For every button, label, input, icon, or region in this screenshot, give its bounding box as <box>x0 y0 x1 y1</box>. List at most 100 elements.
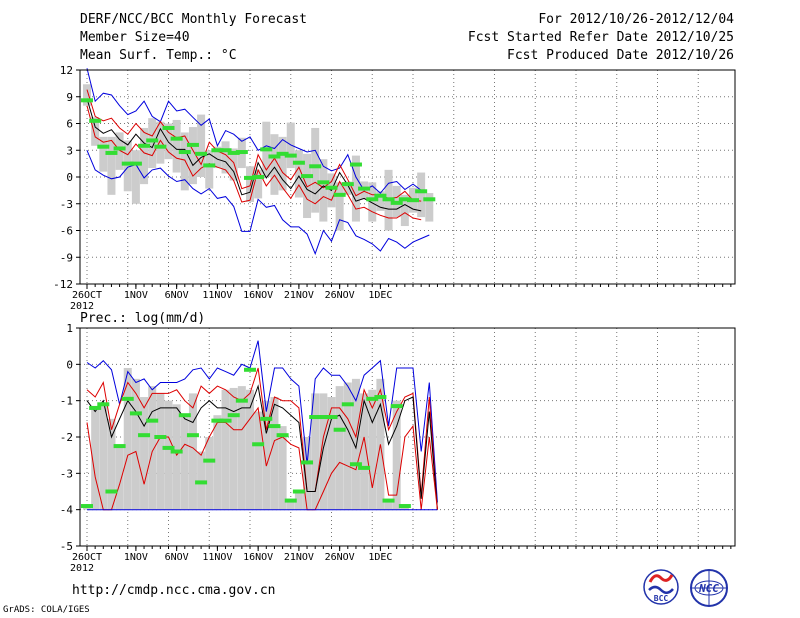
bcc-logo: BCC <box>643 569 679 605</box>
x-tick-label: 1DEC <box>368 290 392 301</box>
chart-title: DERF/NCC/BCC Monthly Forecast <box>80 12 307 27</box>
box-bar <box>107 136 116 195</box>
series-line-upper <box>86 89 422 202</box>
x-tick-label: 1NOV <box>124 552 148 563</box>
box-bar <box>213 146 222 169</box>
median-marker <box>244 175 256 180</box>
y-tick-label: -12 <box>53 278 73 291</box>
box-bar <box>180 415 189 510</box>
median-marker <box>260 416 273 421</box>
y-tick-label: -5 <box>60 540 73 553</box>
box-bar <box>156 121 165 164</box>
x-tick-label: 21NOV <box>284 552 314 563</box>
series-line-mean <box>86 384 438 510</box>
median-marker <box>211 418 224 423</box>
x-tick-label: 1DEC <box>368 552 392 563</box>
bcc-logo-text: BCC <box>654 594 669 603</box>
precip-panel-title: Prec.: log(mm/d) <box>80 311 205 326</box>
box-bar <box>351 378 360 510</box>
ncc-logo: NCC <box>690 569 728 607</box>
box-bar <box>343 382 352 510</box>
median-marker <box>162 125 175 130</box>
median-marker <box>186 433 199 438</box>
median-marker <box>178 150 191 155</box>
median-marker <box>407 198 419 203</box>
median-marker <box>154 144 167 149</box>
box-bar <box>91 407 100 510</box>
median-marker <box>211 148 224 153</box>
series-line-max <box>86 340 438 503</box>
box-bar <box>368 389 377 510</box>
median-marker <box>235 398 248 403</box>
median-marker <box>423 197 436 202</box>
median-marker <box>382 197 395 202</box>
box-bar <box>303 437 312 510</box>
median-marker <box>154 435 167 439</box>
box-bar <box>229 148 238 181</box>
box-bar <box>107 418 116 510</box>
y-tick-label: -3 <box>60 198 73 211</box>
x-tick-year-label: 2012 <box>70 563 94 574</box>
median-marker <box>195 151 208 156</box>
median-marker <box>374 395 387 400</box>
x-tick-label: 6NOV <box>165 552 189 563</box>
source-url[interactable]: http://cmdp.ncc.cma.gov.cn <box>72 583 276 598</box>
box-bar <box>278 136 287 191</box>
median-marker <box>276 151 289 156</box>
median-marker <box>219 418 232 423</box>
x-tick-label: 26NOV <box>325 290 355 301</box>
median-marker <box>146 138 159 143</box>
median-marker <box>129 411 142 416</box>
median-marker <box>89 118 102 123</box>
median-marker <box>325 415 338 420</box>
x-tick-label: 26OCT <box>72 552 102 563</box>
median-marker <box>341 402 354 407</box>
box-bar <box>425 193 434 222</box>
median-marker <box>390 200 403 205</box>
box-bar <box>311 393 320 510</box>
box-bar <box>327 397 336 510</box>
box-bar <box>262 400 271 510</box>
median-marker <box>349 162 362 167</box>
box-bar <box>188 127 197 185</box>
median-marker <box>398 197 411 202</box>
series-line-lower <box>86 105 422 221</box>
box-bar <box>400 194 409 227</box>
median-marker <box>81 98 93 103</box>
box-bar <box>156 393 165 510</box>
median-marker <box>203 458 216 463</box>
median-marker <box>219 148 232 153</box>
box-bar <box>83 84 91 106</box>
box-bar <box>368 182 377 222</box>
box-bar <box>237 386 246 510</box>
box-bar <box>319 393 328 510</box>
y-tick-label: 0 <box>66 358 73 371</box>
box-bar <box>335 182 344 231</box>
median-marker <box>129 161 142 166</box>
median-marker <box>325 185 338 190</box>
forecast-period: For 2012/10/26-2012/12/04 <box>538 12 734 27</box>
box-bar <box>221 141 230 174</box>
median-marker <box>268 424 281 429</box>
box-bar <box>294 150 303 198</box>
box-bar <box>115 444 124 510</box>
median-marker <box>309 415 322 420</box>
y-tick-label: -4 <box>60 504 74 517</box>
median-marker <box>366 197 379 202</box>
median-marker <box>284 153 297 158</box>
y-tick-label: 3 <box>66 144 73 157</box>
y-tick-label: 12 <box>60 64 73 77</box>
median-marker <box>121 396 134 401</box>
box-bar <box>229 387 238 510</box>
box-bar <box>213 415 222 510</box>
median-marker <box>227 413 240 418</box>
median-marker <box>252 442 265 447</box>
median-marker <box>113 444 126 449</box>
median-marker <box>292 160 305 165</box>
median-marker <box>138 143 151 148</box>
variable-label: Mean Surf. Temp.: °C <box>80 48 237 63</box>
box-bar <box>335 386 344 510</box>
median-marker <box>162 445 175 450</box>
box-bar <box>360 393 369 510</box>
